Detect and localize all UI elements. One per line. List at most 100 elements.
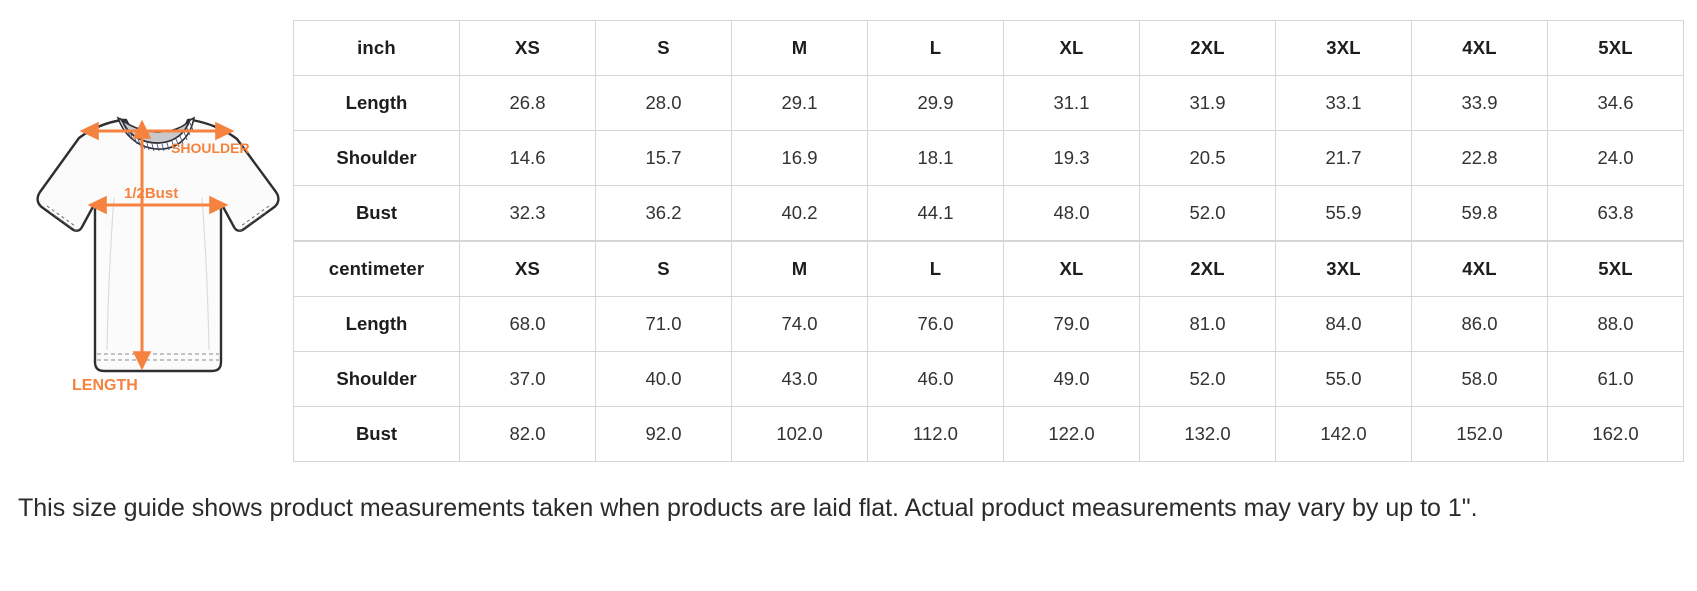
cell: 122.0 xyxy=(1003,406,1140,462)
cell: 132.0 xyxy=(1139,406,1276,462)
cell: 22.8 xyxy=(1411,130,1548,186)
cell: 20.5 xyxy=(1139,130,1276,186)
cell: 32.3 xyxy=(459,185,596,241)
cell: 102.0 xyxy=(731,406,868,462)
size-header-4xl: 4XL xyxy=(1411,241,1548,297)
tshirt-illustration: SHOULDER 1/2Bust LENGTH xyxy=(36,116,280,394)
cell: 43.0 xyxy=(731,351,868,407)
cell: 79.0 xyxy=(1003,296,1140,352)
cell: 61.0 xyxy=(1547,351,1684,407)
cell: 152.0 xyxy=(1411,406,1548,462)
size-header-5xl: 5XL xyxy=(1547,241,1684,297)
cell: 86.0 xyxy=(1411,296,1548,352)
cell: 162.0 xyxy=(1547,406,1684,462)
cell: 40.2 xyxy=(731,185,868,241)
table-header-row: centimeter XS S M L XL 2XL 3XL 4XL 5XL xyxy=(293,241,1684,297)
cell: 31.9 xyxy=(1139,75,1276,131)
cell: 40.0 xyxy=(595,351,732,407)
half-bust-label: 1/2Bust xyxy=(124,185,178,202)
table-row: Length 68.0 71.0 74.0 76.0 79.0 81.0 84.… xyxy=(293,296,1684,352)
table-header-row: inch XS S M L XL 2XL 3XL 4XL 5XL xyxy=(293,20,1684,76)
shirt-outline xyxy=(36,118,280,373)
table-row: Bust 82.0 92.0 102.0 112.0 122.0 132.0 1… xyxy=(293,406,1684,462)
length-label: LENGTH xyxy=(72,377,138,394)
tshirt-measurement-diagram: SHOULDER 1/2Bust LENGTH xyxy=(14,100,289,395)
row-label-length: Length xyxy=(293,75,460,131)
cell: 55.9 xyxy=(1275,185,1412,241)
cell: 34.6 xyxy=(1547,75,1684,131)
cell: 52.0 xyxy=(1139,351,1276,407)
size-table-centimeter: centimeter XS S M L XL 2XL 3XL 4XL 5XL L… xyxy=(293,241,1684,462)
table-row: Length 26.8 28.0 29.1 29.9 31.1 31.9 33.… xyxy=(293,75,1684,131)
size-header-s: S xyxy=(595,20,732,76)
size-header-m: M xyxy=(731,20,868,76)
cell: 71.0 xyxy=(595,296,732,352)
cell: 48.0 xyxy=(1003,185,1140,241)
size-header-l: L xyxy=(867,241,1004,297)
cell: 81.0 xyxy=(1139,296,1276,352)
row-label-shoulder: Shoulder xyxy=(293,351,460,407)
cell: 84.0 xyxy=(1275,296,1412,352)
size-header-m: M xyxy=(731,241,868,297)
cell: 24.0 xyxy=(1547,130,1684,186)
size-header-3xl: 3XL xyxy=(1275,241,1412,297)
cell: 29.9 xyxy=(867,75,1004,131)
cell: 33.1 xyxy=(1275,75,1412,131)
cell: 49.0 xyxy=(1003,351,1140,407)
size-header-5xl: 5XL xyxy=(1547,20,1684,76)
cell: 59.8 xyxy=(1411,185,1548,241)
unit-header-centimeter: centimeter xyxy=(293,241,460,297)
cell: 16.9 xyxy=(731,130,868,186)
cell: 31.1 xyxy=(1003,75,1140,131)
size-header-2xl: 2XL xyxy=(1139,241,1276,297)
cell: 18.1 xyxy=(867,130,1004,186)
size-header-xl: XL xyxy=(1003,241,1140,297)
size-guide-disclaimer: This size guide shows product measuremen… xyxy=(18,494,1478,522)
measurements-table-inch: inch XS S M L XL 2XL 3XL 4XL 5XL Length … xyxy=(293,20,1684,241)
row-label-bust: Bust xyxy=(293,406,460,462)
cell: 82.0 xyxy=(459,406,596,462)
cell: 28.0 xyxy=(595,75,732,131)
cell: 37.0 xyxy=(459,351,596,407)
size-header-2xl: 2XL xyxy=(1139,20,1276,76)
unit-header-inch: inch xyxy=(293,20,460,76)
size-table-inch: inch XS S M L XL 2XL 3XL 4XL 5XL Length … xyxy=(293,20,1684,241)
cell: 68.0 xyxy=(459,296,596,352)
cell: 15.7 xyxy=(595,130,732,186)
size-header-l: L xyxy=(867,20,1004,76)
table-row: Bust 32.3 36.2 40.2 44.1 48.0 52.0 55.9 … xyxy=(293,185,1684,241)
measurement-arrows xyxy=(79,119,235,371)
table-row: Shoulder 14.6 15.7 16.9 18.1 19.3 20.5 2… xyxy=(293,130,1684,186)
measurements-table-centimeter: centimeter XS S M L XL 2XL 3XL 4XL 5XL L… xyxy=(293,241,1684,462)
size-header-xs: XS xyxy=(459,241,596,297)
cell: 33.9 xyxy=(1411,75,1548,131)
cell: 46.0 xyxy=(867,351,1004,407)
size-header-xl: XL xyxy=(1003,20,1140,76)
size-header-s: S xyxy=(595,241,732,297)
shoulder-label: SHOULDER xyxy=(171,140,250,156)
row-label-length: Length xyxy=(293,296,460,352)
cell: 36.2 xyxy=(595,185,732,241)
cell: 88.0 xyxy=(1547,296,1684,352)
cell: 21.7 xyxy=(1275,130,1412,186)
cell: 74.0 xyxy=(731,296,868,352)
cell: 26.8 xyxy=(459,75,596,131)
cell: 76.0 xyxy=(867,296,1004,352)
cell: 55.0 xyxy=(1275,351,1412,407)
cell: 19.3 xyxy=(1003,130,1140,186)
cell: 14.6 xyxy=(459,130,596,186)
size-header-3xl: 3XL xyxy=(1275,20,1412,76)
size-header-xs: XS xyxy=(459,20,596,76)
table-row: Shoulder 37.0 40.0 43.0 46.0 49.0 52.0 5… xyxy=(293,351,1684,407)
row-label-shoulder: Shoulder xyxy=(293,130,460,186)
cell: 142.0 xyxy=(1275,406,1412,462)
cell: 58.0 xyxy=(1411,351,1548,407)
size-header-4xl: 4XL xyxy=(1411,20,1548,76)
cell: 92.0 xyxy=(595,406,732,462)
cell: 29.1 xyxy=(731,75,868,131)
row-label-bust: Bust xyxy=(293,185,460,241)
cell: 44.1 xyxy=(867,185,1004,241)
cell: 112.0 xyxy=(867,406,1004,462)
cell: 63.8 xyxy=(1547,185,1684,241)
